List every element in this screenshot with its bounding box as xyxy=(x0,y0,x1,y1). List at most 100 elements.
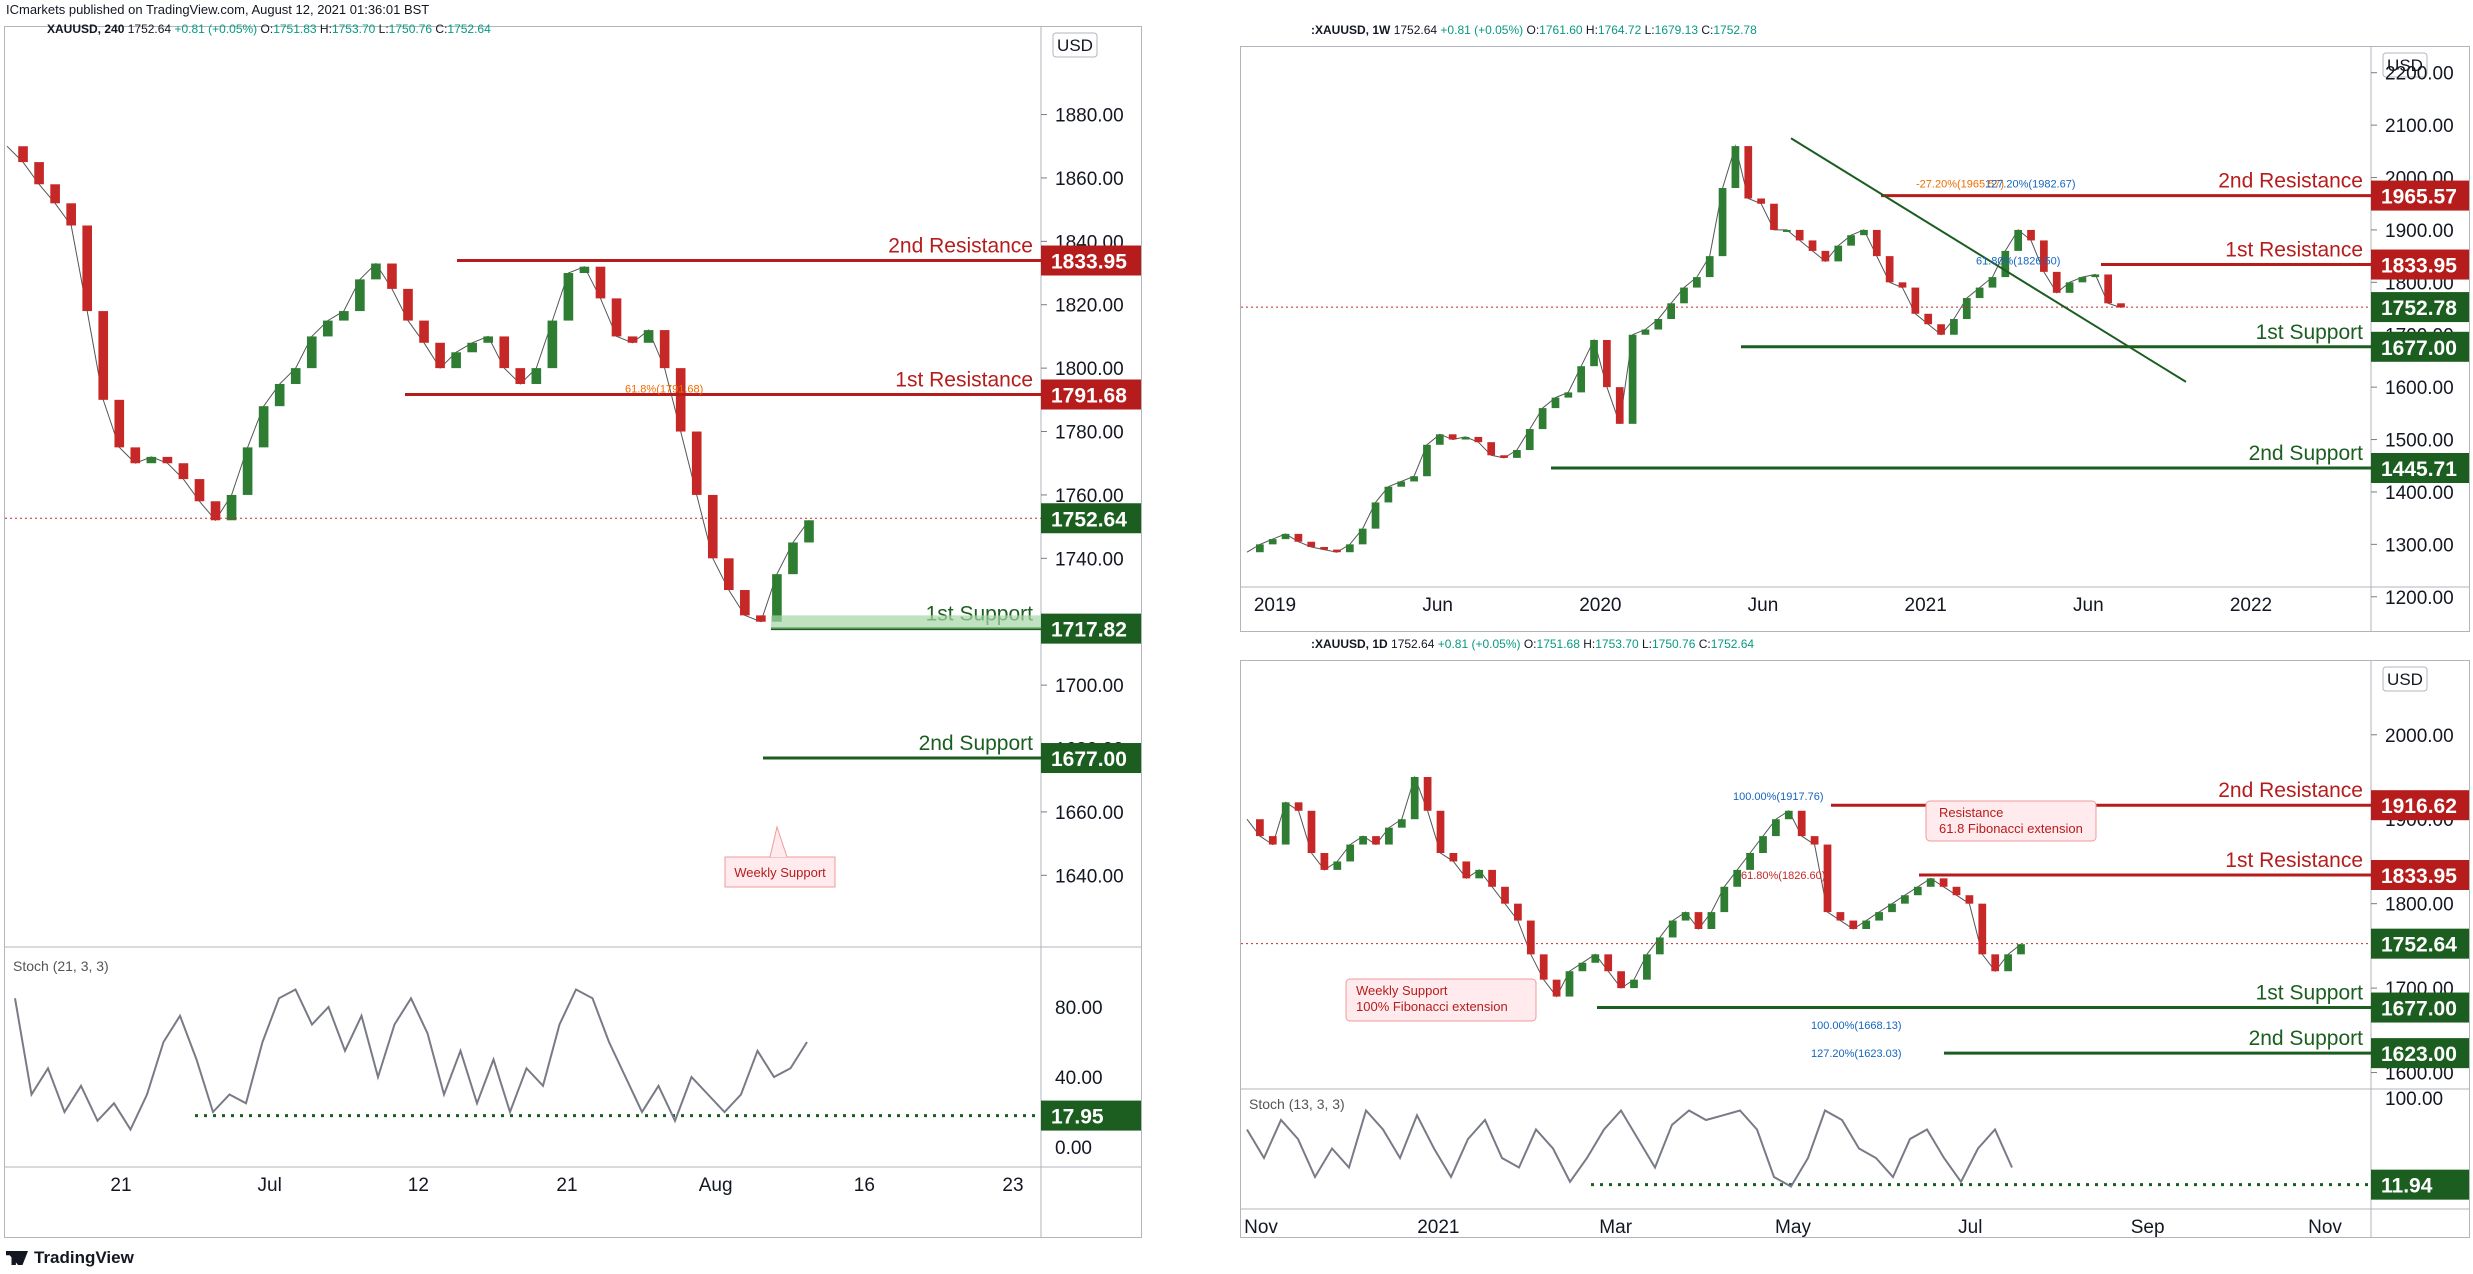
bearish-candle xyxy=(178,463,189,480)
y-tick-label: 2100.00 xyxy=(2385,116,2454,137)
y-tick-label: 1820.00 xyxy=(1055,296,1124,317)
stoch-line xyxy=(1246,1108,2013,1188)
bullish-candle xyxy=(1346,844,1355,862)
x-tick-label: Jul xyxy=(1958,1217,1982,1237)
bearish-candle xyxy=(210,501,221,521)
chart-panel-weekly[interactable]: :XAUUSD, 1W 1752.64 +0.81 (+0.05%) O:176… xyxy=(1240,23,2470,632)
x-tick-label: Nov xyxy=(1244,1217,1278,1237)
last-price-value: 1752.64 xyxy=(2381,934,2457,957)
high-value: 1753.70 xyxy=(331,22,376,36)
bullish-candle xyxy=(2017,944,2025,955)
bearish-candle xyxy=(1810,836,1819,845)
bullish-candle xyxy=(1345,544,1354,553)
bullish-candle xyxy=(1888,903,1896,913)
bullish-candle xyxy=(1720,886,1729,913)
bullish-candle xyxy=(1901,895,1909,904)
bearish-candle xyxy=(1474,436,1483,443)
open-value: 1761.60 xyxy=(1539,23,1583,37)
bullish-candle xyxy=(1847,235,1855,246)
chart-panel-daily[interactable]: :XAUUSD, 1D 1752.64 +0.81 (+0.05%) O:175… xyxy=(1240,637,2470,1238)
level-price-tag xyxy=(1041,245,1141,276)
osc-tick-label: 0.00 xyxy=(1055,1138,1092,1159)
bullish-candle xyxy=(226,494,237,521)
osc-tick-label: 100.00 xyxy=(2385,1089,2443,1110)
bullish-candle xyxy=(1746,853,1754,870)
bearish-candle xyxy=(1320,546,1328,550)
level-price-tag xyxy=(1041,743,1141,774)
last-price-text: 1752.64 xyxy=(1393,23,1438,37)
chart-canvas-weekly[interactable]: USD2200.002100.002000.001900.001800.0017… xyxy=(1241,47,2469,631)
chart-canvas-4h[interactable]: USD1880.001860.001840.001820.001800.0017… xyxy=(5,27,1141,1237)
last-price-value: 1752.64 xyxy=(1051,508,1127,531)
fib-label: 100.00%(1917.76) xyxy=(1733,791,1824,803)
bullish-candle xyxy=(563,273,574,321)
callout-box xyxy=(1345,978,1537,1022)
bullish-candle xyxy=(1628,334,1637,424)
bearish-candle xyxy=(194,479,205,502)
low-value: 1679.13 xyxy=(1654,23,1699,37)
level-label: 2nd Support xyxy=(2249,1027,2364,1050)
tradingview-logo[interactable]: TradingView xyxy=(6,1248,134,1268)
bullish-candle xyxy=(1654,319,1663,330)
chart-panel-4h[interactable]: XAUUSD, 240 1752.64 +0.81 (+0.05%) O:175… xyxy=(4,22,1142,1238)
close-value: 1752.64 xyxy=(447,22,491,36)
fib-label: 127.20%(1623.03) xyxy=(1811,1048,1902,1060)
bearish-candle xyxy=(2117,303,2125,308)
fib-label: -27.20%(1965.57) xyxy=(1916,179,2004,191)
level-label: 2nd Support xyxy=(919,732,1034,755)
x-tick-label: 12 xyxy=(408,1175,429,1196)
bullish-candle xyxy=(483,336,494,343)
bullish-candle xyxy=(1641,329,1650,335)
bearish-candle xyxy=(611,298,622,337)
close-value: 1752.64 xyxy=(1710,637,1755,651)
bearish-candle xyxy=(1462,861,1471,879)
bearish-candle xyxy=(1500,455,1508,458)
bullish-candle xyxy=(1564,392,1573,398)
symbol-name: XAUUSD, 240 xyxy=(47,22,125,36)
bullish-candle xyxy=(1525,429,1534,451)
bearish-candle xyxy=(627,336,638,343)
bullish-candle xyxy=(643,330,654,343)
symbol-header-weekly: :XAUUSD, 1W 1752.64 +0.81 (+0.05%) O:176… xyxy=(1311,23,1757,37)
bearish-candle xyxy=(1823,844,1832,913)
publisher-line: ICmarkets published on TradingView.com, … xyxy=(6,2,430,17)
bullish-candle xyxy=(1875,912,1883,921)
bearish-candle xyxy=(1617,971,1625,989)
chart-canvas-daily[interactable]: USD2000.001900.001800.001700.001600.00No… xyxy=(1241,661,2469,1237)
y-tick-label: 1800.00 xyxy=(2385,895,2454,916)
bearish-candle xyxy=(1885,256,1894,283)
bullish-candle xyxy=(1834,245,1843,262)
y-tick-label: 1400.00 xyxy=(2385,483,2454,504)
bullish-candle xyxy=(274,383,285,407)
bearish-candle xyxy=(2052,271,2061,293)
bullish-candle xyxy=(1397,819,1406,828)
fib-label: 61.8%(1791.68) xyxy=(625,384,703,396)
brand-name: TradingView xyxy=(34,1248,134,1267)
bullish-candle xyxy=(1782,229,1791,232)
callout-box xyxy=(1925,800,2097,842)
bearish-candle xyxy=(1294,533,1303,542)
bullish-candle xyxy=(1926,878,1935,887)
bearish-candle xyxy=(1604,954,1613,972)
tradingview-logo-icon xyxy=(6,1251,28,1265)
bearish-candle xyxy=(66,203,76,226)
bearish-candle xyxy=(1307,541,1316,547)
bullish-candle xyxy=(258,406,269,448)
bearish-candle xyxy=(1770,203,1778,230)
x-tick-label: Nov xyxy=(2308,1217,2342,1237)
currency-label: USD xyxy=(1057,36,1093,55)
bullish-candle xyxy=(1759,836,1767,853)
level-label: 2nd Resistance xyxy=(888,235,1033,258)
y-tick-label: 1700.00 xyxy=(1055,676,1124,697)
bearish-candle xyxy=(740,590,750,616)
bearish-candle xyxy=(1514,903,1522,921)
x-tick-label: 16 xyxy=(854,1175,875,1196)
bearish-candle xyxy=(1952,886,1961,896)
symbol-name: :XAUUSD, 1W xyxy=(1311,23,1391,37)
bearish-candle xyxy=(1924,313,1933,325)
osc-level-tag xyxy=(1041,1100,1141,1131)
symbol-header: XAUUSD, 240 1752.64 +0.81 (+0.05%) O:175… xyxy=(47,22,491,36)
bearish-candle xyxy=(2104,274,2113,304)
y-tick-label: 1600.00 xyxy=(2385,1064,2454,1085)
price-wick-line xyxy=(1246,775,2022,998)
